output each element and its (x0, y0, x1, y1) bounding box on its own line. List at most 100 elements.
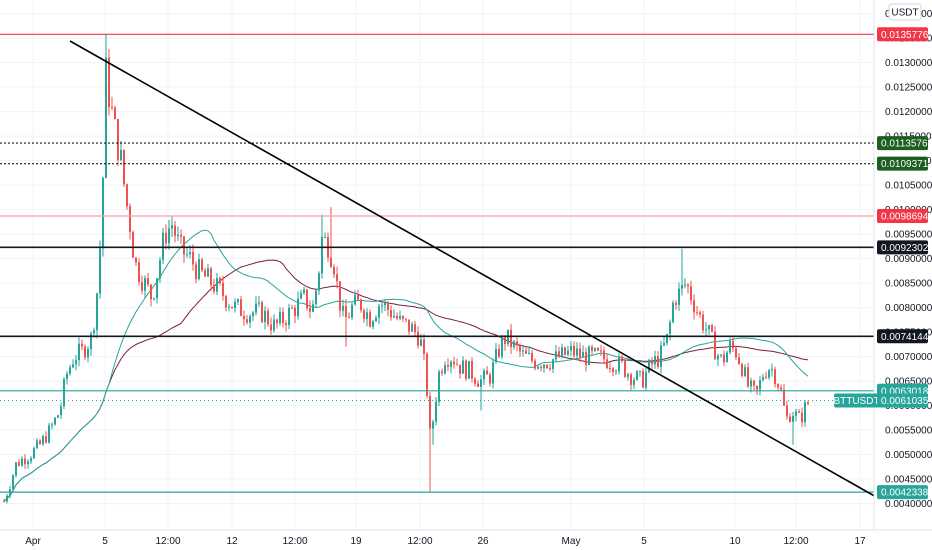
horizontal-levels[interactable] (0, 33, 874, 493)
candle (555, 344, 557, 363)
candle (183, 235, 185, 264)
candle (741, 362, 743, 378)
candle (72, 359, 74, 369)
candle (96, 292, 98, 339)
candle (579, 342, 581, 363)
candle (114, 105, 116, 120)
candle (615, 369, 617, 375)
candle (339, 281, 341, 318)
candle (267, 308, 269, 327)
candle (645, 368, 647, 391)
candle (336, 266, 338, 289)
candle (396, 312, 398, 321)
candle (699, 310, 701, 318)
time-tick-label: 12 (226, 536, 238, 547)
candle (402, 315, 404, 323)
candle (480, 374, 482, 411)
time-tick-label: 10 (729, 536, 741, 547)
candle (213, 278, 215, 295)
level-badge-label: 0.0109371 (881, 159, 929, 170)
candle (795, 408, 797, 422)
currency-label: USDT (891, 8, 918, 19)
candle (735, 346, 737, 360)
candle (297, 291, 299, 320)
candle (570, 341, 572, 357)
candle (90, 331, 92, 356)
candle (120, 140, 122, 162)
candle (105, 34, 107, 179)
candle (777, 383, 779, 391)
candle (150, 284, 152, 307)
currency-badge[interactable]: USDT (888, 3, 922, 21)
candle (330, 207, 332, 268)
candle (708, 324, 710, 336)
candle (549, 364, 551, 372)
moving-averages (3, 229, 809, 502)
candle (792, 411, 794, 445)
candle (789, 413, 791, 423)
candle (99, 240, 101, 299)
candle (489, 372, 491, 387)
candle (561, 343, 563, 359)
candle (690, 280, 692, 305)
candle (111, 96, 113, 111)
candle (390, 305, 392, 321)
trendline-upper[interactable] (69, 40, 879, 499)
candle (759, 375, 761, 396)
candle (636, 370, 638, 381)
candle (138, 258, 140, 286)
candle (264, 306, 266, 330)
level-badge: 0.0098694 (877, 208, 929, 223)
candle (747, 362, 749, 389)
level-badge: 0.0042338 (877, 485, 929, 500)
candle (234, 298, 236, 313)
candle (651, 357, 653, 370)
candle (126, 183, 128, 210)
price-tick-label: 0.0065000 (885, 377, 932, 388)
candle (42, 434, 44, 446)
candle (477, 380, 479, 388)
candle (504, 334, 506, 351)
candle (312, 299, 314, 313)
candle (696, 305, 698, 316)
last-price-badge: 0.0061035 (877, 393, 929, 408)
candle (459, 364, 461, 379)
candle (324, 232, 326, 239)
level-badge: 0.0113576 (877, 136, 928, 151)
candle (408, 319, 410, 335)
time-axis[interactable]: Apr 5 12:00 12 12:00 19 12:00 26 May 5 10 12:00 17 (25, 536, 866, 547)
candle (171, 216, 173, 237)
price-tick-label: 0.0130000 (885, 58, 932, 69)
candle (345, 299, 347, 347)
time-tick-label: 5 (102, 536, 108, 547)
trendlines[interactable] (69, 40, 879, 499)
price-axis[interactable]: 0.0040000 0.0045000 0.0050000 0.0055000 0.00… (885, 9, 932, 510)
candle (378, 303, 380, 325)
candle (195, 261, 197, 284)
candle (177, 226, 179, 241)
candle (387, 300, 389, 317)
candle (147, 272, 149, 287)
time-tick-label: 12:00 (155, 536, 180, 547)
candle (642, 368, 644, 389)
candle (453, 356, 455, 369)
candle (750, 377, 752, 393)
candle (369, 309, 371, 328)
moving-average-fast (3, 229, 809, 502)
candle (33, 446, 35, 460)
candle (501, 334, 503, 360)
candle (705, 322, 707, 336)
candle (357, 289, 359, 300)
moving-average-slow (3, 259, 809, 502)
candle (219, 276, 221, 286)
candle (21, 456, 23, 467)
candle (648, 358, 650, 374)
candle (633, 377, 635, 390)
price-tick-label: 0.0040000 (885, 499, 932, 510)
candle (630, 372, 632, 392)
candle (762, 373, 764, 382)
candle (525, 346, 527, 354)
candle (18, 458, 20, 467)
candle (471, 357, 473, 383)
